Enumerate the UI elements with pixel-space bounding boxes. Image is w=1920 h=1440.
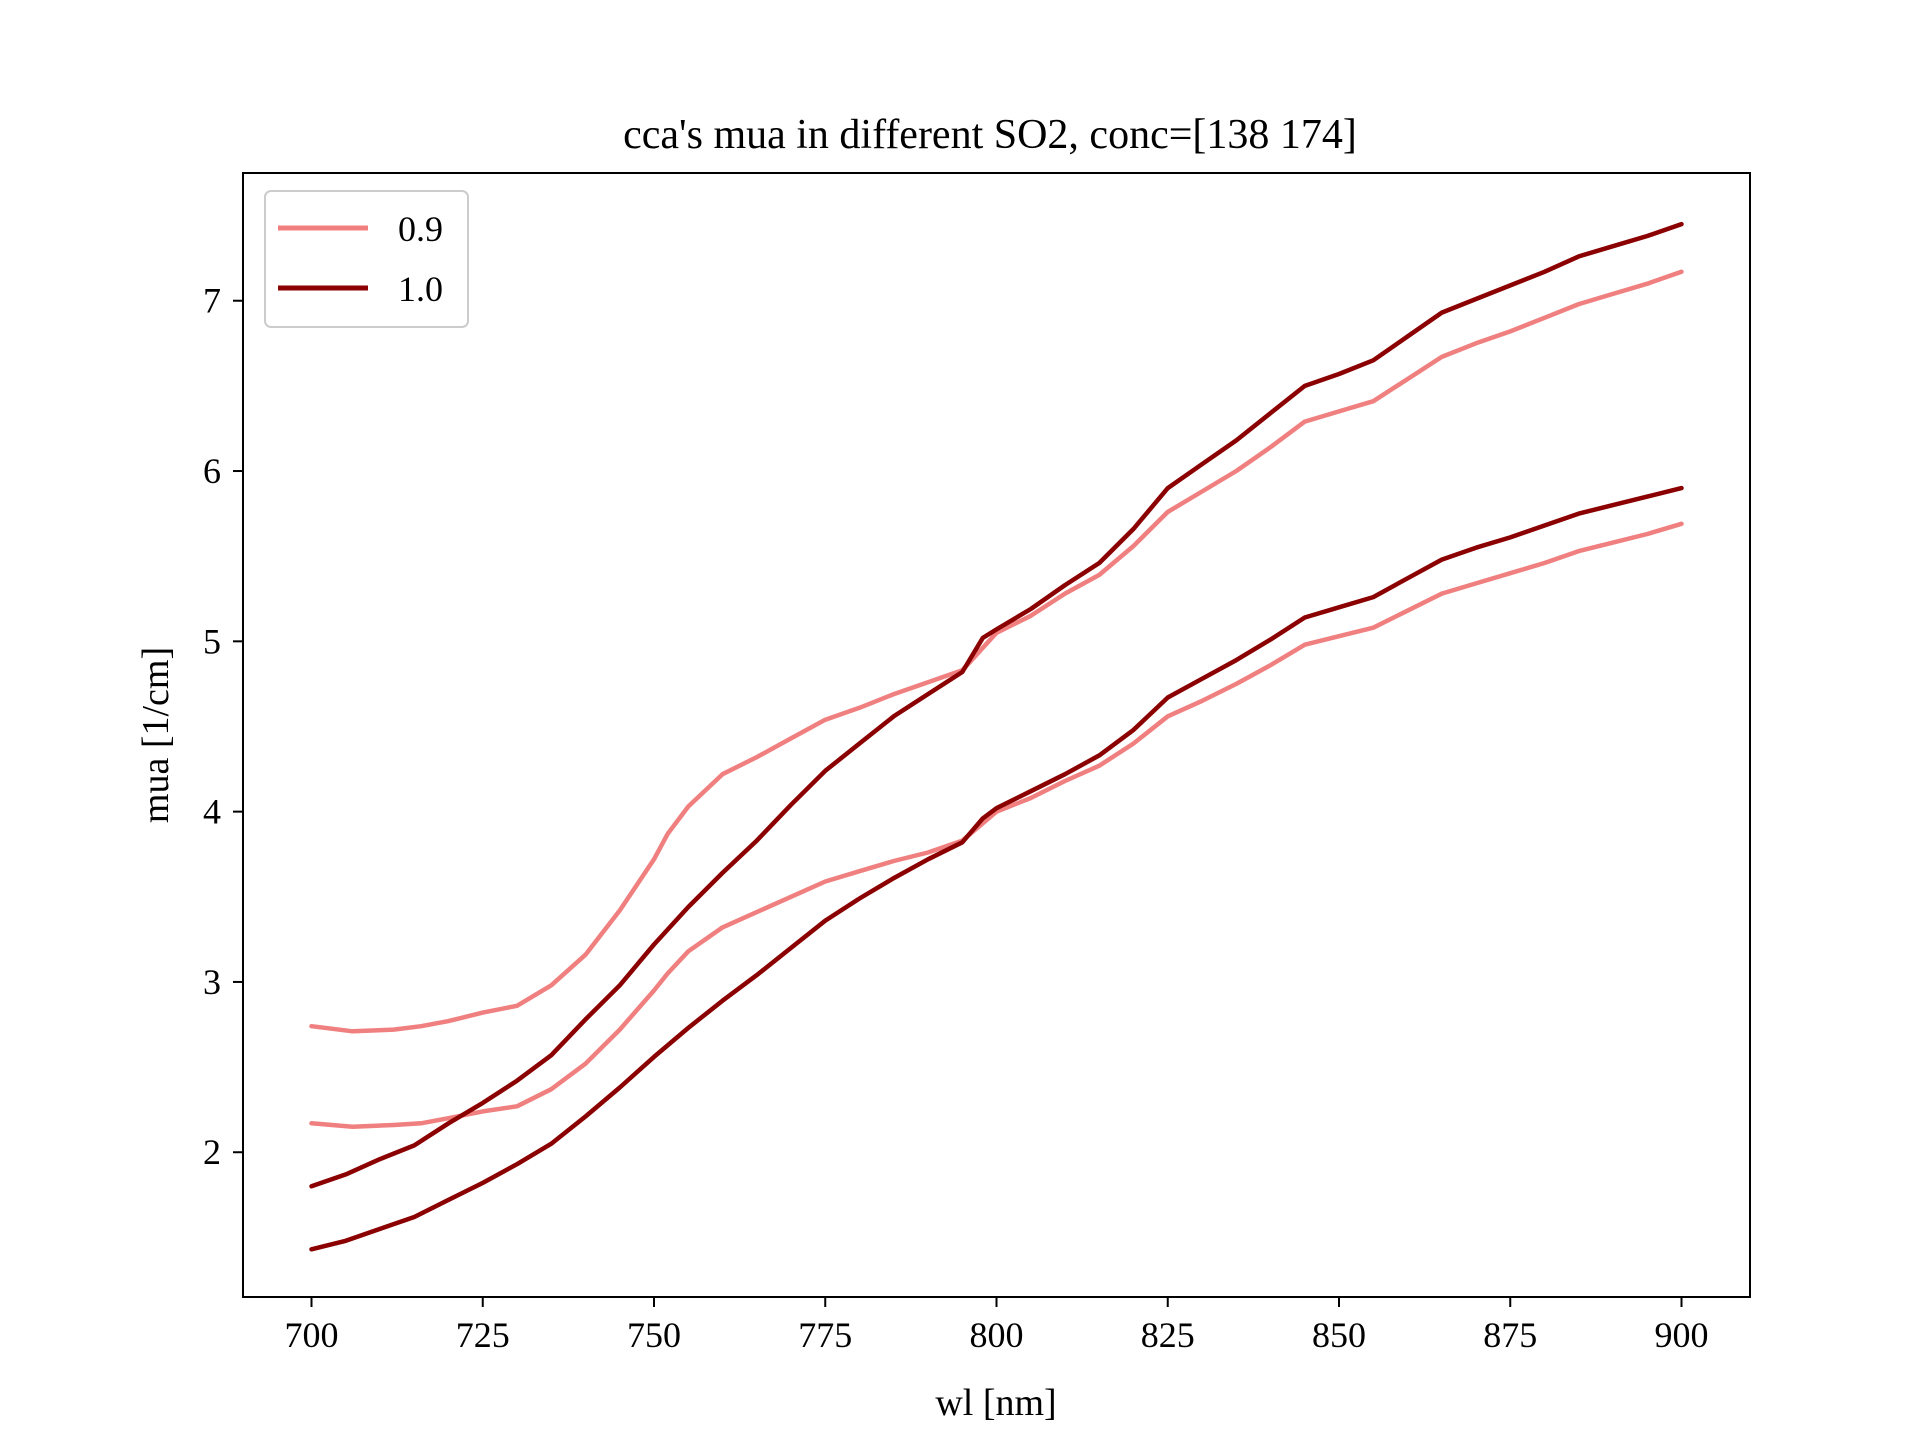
x-tick-label: 900 [1655, 1315, 1709, 1355]
y-tick-label: 6 [203, 451, 221, 491]
x-tick-label: 775 [798, 1315, 852, 1355]
plot-area [309, 221, 1684, 1252]
x-tick-label: 725 [456, 1315, 510, 1355]
y-tick-label: 2 [203, 1132, 221, 1172]
y-axis: 2 3 4 5 6 7 [203, 281, 243, 1172]
x-tick-label: 700 [285, 1315, 339, 1355]
x-axis-label: wl [nm] [935, 1382, 1056, 1424]
x-tick-label: 850 [1312, 1315, 1366, 1355]
y-tick-label: 5 [203, 621, 221, 661]
y-tick-label: 4 [203, 792, 221, 832]
x-tick-label: 875 [1483, 1315, 1537, 1355]
chart-title: cca's mua in different SO2, conc=[138 17… [623, 112, 1357, 158]
series-0.9-line-2 [309, 269, 1684, 1034]
x-tick-label: 825 [1141, 1315, 1195, 1355]
legend-label-0.9: 0.9 [398, 209, 443, 249]
series-1.0-line-2 [309, 221, 1684, 1189]
y-tick-label: 3 [203, 962, 221, 1002]
x-axis: 700 725 750 775 800 825 850 875 900 [285, 1297, 1709, 1355]
legend: 0.9 1.0 [264, 190, 469, 328]
legend-label-1.0: 1.0 [398, 269, 443, 309]
x-tick-label: 750 [627, 1315, 681, 1355]
y-axis-label: mua [1/cm] [135, 647, 177, 823]
series-1.0-line-1 [309, 485, 1684, 1252]
legend-box [264, 190, 469, 328]
x-tick-label: 800 [970, 1315, 1024, 1355]
y-tick-label: 7 [203, 281, 221, 321]
series-0.9-line-1 [309, 521, 1684, 1129]
